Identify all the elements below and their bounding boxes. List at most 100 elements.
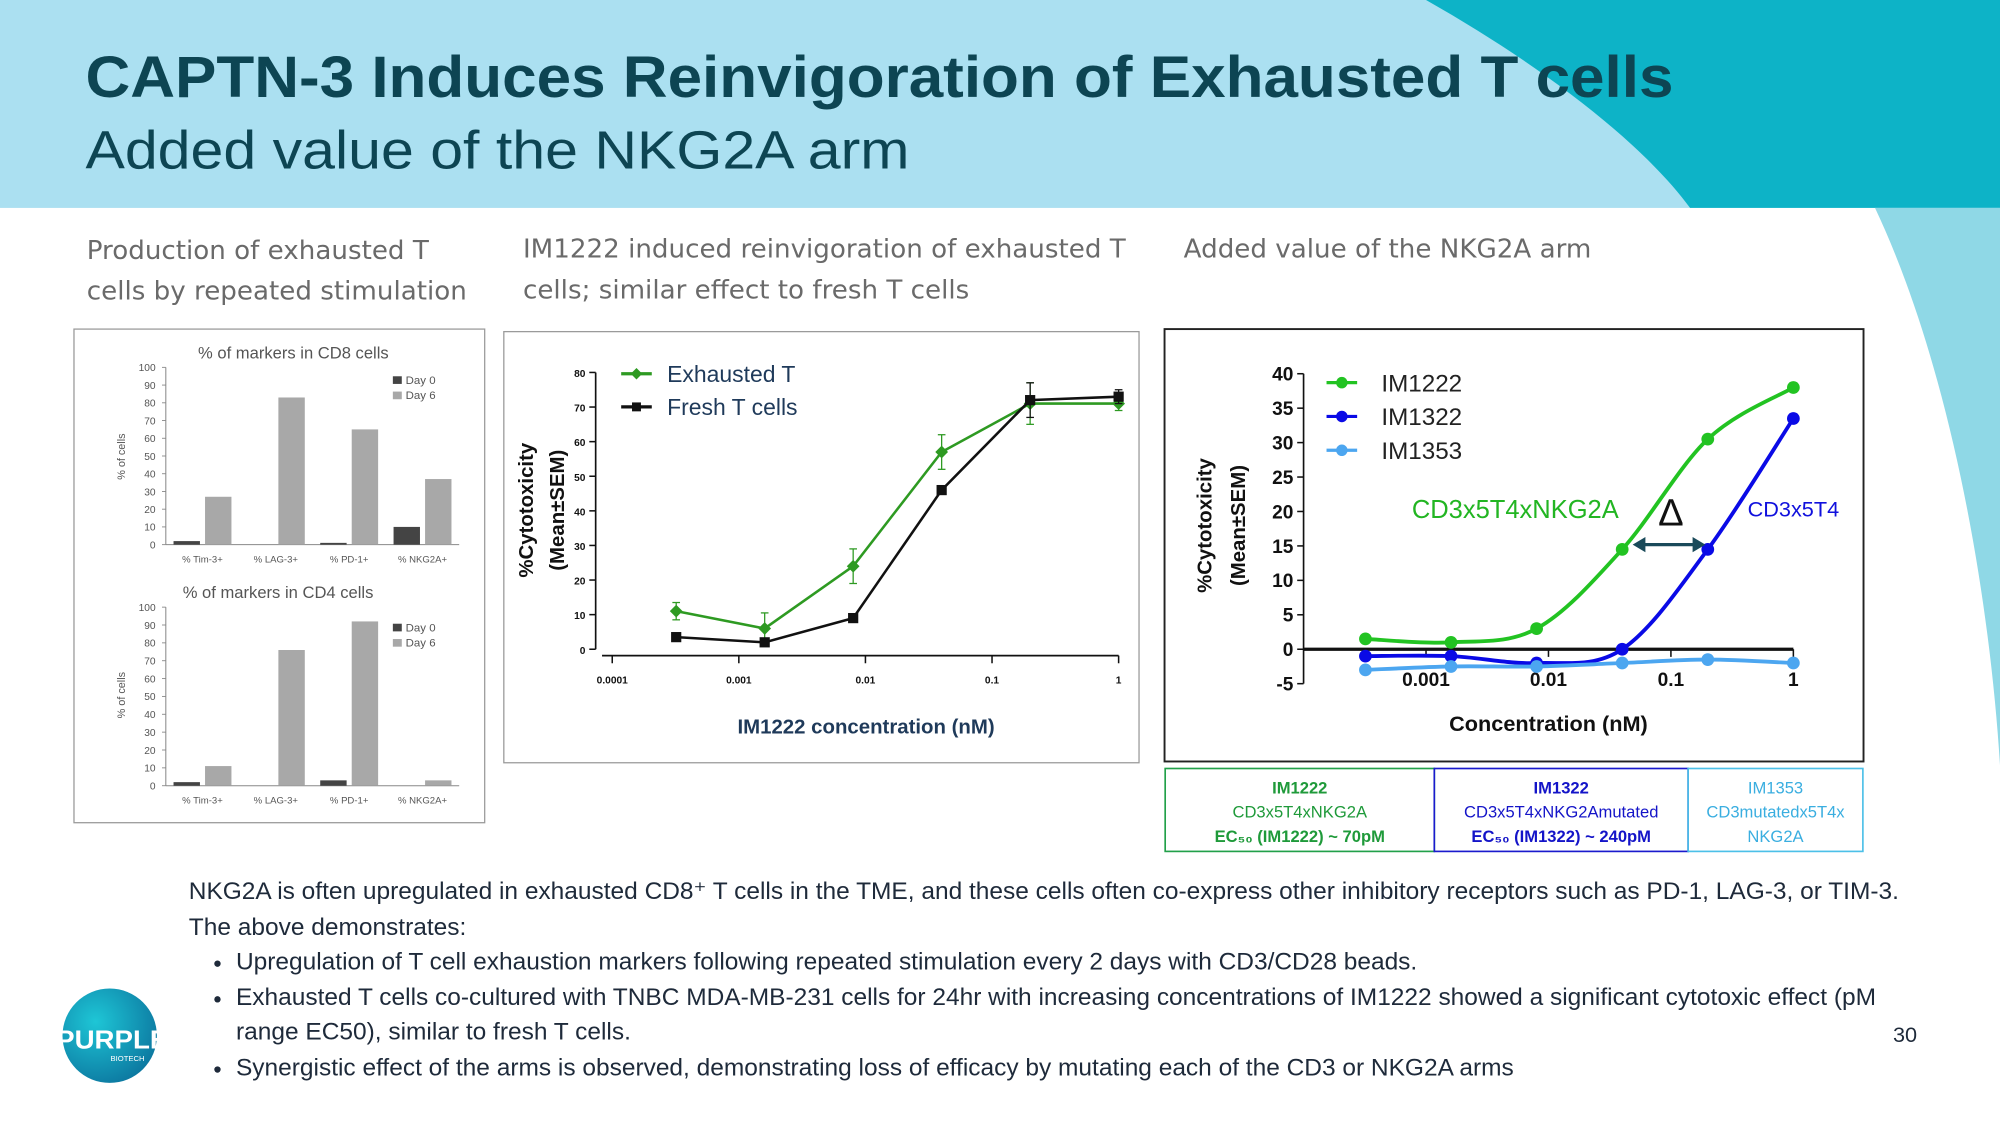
x-tick-label: % NKG2A+ [398,555,448,566]
chart-title: % of markers in CD4 cells [183,583,374,602]
bar [320,780,347,786]
y-tick-label: 50 [144,452,156,463]
data-point [936,484,947,496]
logo-text: PURPLE [56,1026,168,1054]
legend-swatch [392,376,402,384]
table-text: IM1222 [1272,778,1327,797]
legend-label: Day 6 [406,638,436,650]
x-tick-label: 1 [1788,670,1799,691]
y-tick-label: -5 [1276,675,1293,696]
data-point [1359,632,1372,646]
table-text: CD3mutatedx5T4x [1706,803,1845,822]
data-point [671,632,682,643]
data-point [1615,656,1629,670]
bar [205,496,232,545]
x-tick-label: % Tim-3+ [182,555,223,566]
annotation: Δ [1658,492,1684,535]
series-line [676,395,1119,644]
legend-label: Day 6 [406,390,436,402]
data-point [1113,391,1124,402]
y-tick-label: 5 [1283,606,1294,627]
legend-label: IM1222 [1381,370,1462,397]
table-text: CD3x5T4xNKG2A [1232,803,1367,822]
annotation: CD3x5T4 [1748,497,1840,522]
y-tick-label: 100 [139,603,156,614]
logo-subtext: BIOTECH [111,1054,145,1063]
caption: Production of exhausted T cells by repea… [86,234,467,307]
y-axis-label: %Cytotoxicity [1195,457,1217,592]
legend-table: IM1222 CD3x5T4xNKG2A EC₅₀ (IM1222) ~ 70pM I… [1164,767,1864,853]
caption-box: IM1222 induced reinvigoration of exhaust… [522,233,1126,305]
y-tick-label: 60 [144,674,156,685]
bullet-list: Upregulation of T cell exhaustion marker… [189,945,1939,1085]
bar [425,780,452,786]
table-text: EC₅₀ (IM1222) ~ 70pM [1215,827,1385,846]
y-tick-label: 50 [574,473,586,484]
table-text: EC₅₀ (IM1322) ~ 240pM [1471,827,1651,846]
bar [205,766,232,786]
body-text: NKG2A is often upregulated in exhausted … [189,875,1939,1085]
y-axis-label: % of cells [116,671,128,718]
x-tick-label: 0.001 [1402,670,1450,691]
y-tick-label: 80 [574,369,586,380]
legend-label: IM1353 [1381,438,1462,465]
bar [425,479,452,545]
y-tick-label: 60 [574,438,586,449]
data-point [1359,649,1372,663]
bar [173,782,200,786]
legend-marker [1336,444,1348,456]
y-tick-label: 0 [580,646,586,657]
data-point [1701,432,1715,446]
bar [393,526,420,545]
y-tick-label: 30 [1272,433,1293,454]
data-point [1530,660,1543,673]
bar [320,542,347,545]
y-tick-label: 0 [1283,640,1294,661]
y-tick-label: 60 [144,434,156,445]
y-axis-label: (Mean±SEM) [1228,465,1250,586]
legend-label: Day 0 [406,375,436,387]
header-swoosh [1426,0,2000,208]
y-tick-label: 40 [1272,365,1293,386]
y-tick-label: 0 [150,782,156,793]
data-point [1786,412,1800,425]
caption-box: Added value of the NKG2A arm [1184,233,1592,264]
bar [173,541,200,545]
data-point [846,559,860,573]
data-point [1786,381,1800,394]
legend-swatch [392,623,402,632]
data-point [1359,663,1372,677]
y-tick-label: 25 [1272,468,1294,489]
x-tick-label: % PD-1+ [330,796,369,807]
side-swoosh [1875,207,2000,766]
data-point [1530,622,1543,635]
y-tick-label: 50 [144,692,156,703]
y-tick-label: 40 [144,710,156,721]
y-tick-label: 0 [150,540,156,551]
data-point [1444,635,1458,649]
data-point [1701,653,1715,666]
x-tick-label: 0.0001 [597,676,628,687]
x-tick-label: % NKG2A+ [398,796,448,807]
legend-swatch [392,391,402,400]
data-point [1444,660,1458,673]
legend-label: Fresh T cells [667,394,797,420]
data-point [1615,542,1629,556]
legend-marker [630,367,643,380]
caption-box: Production of exhausted T cells by repea… [86,234,467,307]
arrow-head [1692,536,1706,553]
caption: IM1222 induced reinvigoration of exhaust… [522,233,1126,305]
x-tick-label: 0.01 [856,676,876,687]
y-tick-label: 20 [1272,502,1293,523]
body-box: NKG2A is often upregulated in exhausted … [189,875,1939,1099]
y-axis-label: %Cytotoxicity [516,442,538,577]
y-tick-label: 70 [574,404,586,415]
y-tick-label: 70 [144,657,156,668]
x-tick-label: 0.01 [1530,670,1568,691]
series-line [675,402,1119,630]
data-point [848,612,859,624]
page-number: 30 [1893,1022,1917,1047]
y-tick-label: 30 [144,728,156,739]
bullet: Synergistic effect of the arms is observ… [236,1050,1939,1085]
